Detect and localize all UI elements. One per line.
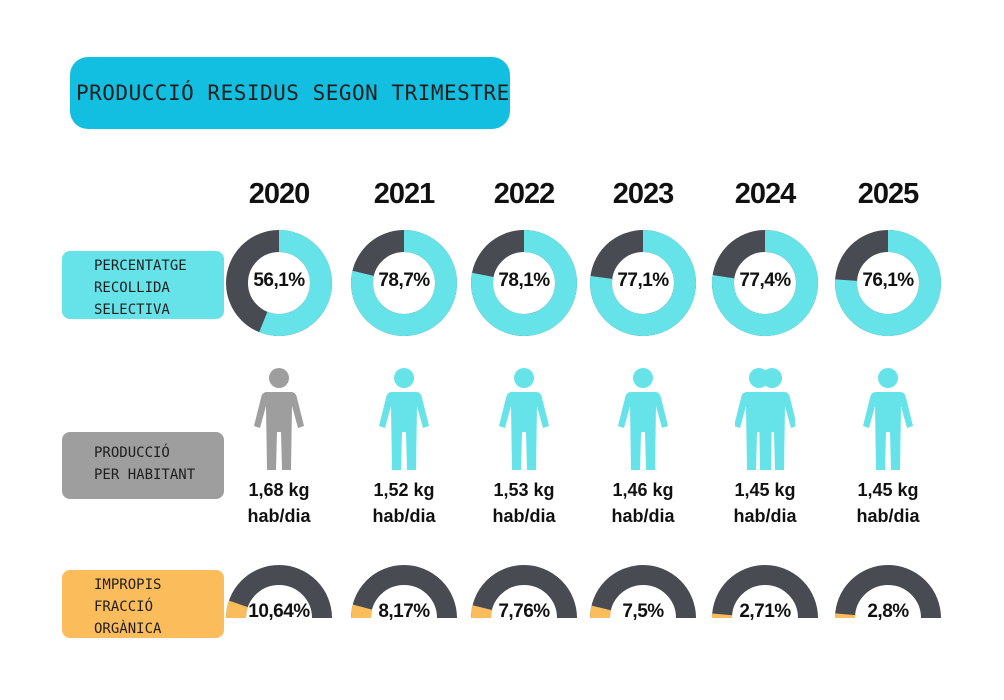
person-icon <box>379 368 429 470</box>
gauge-impropis-segment <box>226 600 248 619</box>
label-recollida-selectiva: PERCENTATGE RECOLLIDA SELECTIVA <box>62 251 224 319</box>
gauge-impropis-segment <box>471 605 493 619</box>
recollida-value-label: 76,1% <box>862 270 914 291</box>
produccio-value-label: 1,52 kg hab/dia <box>344 477 464 529</box>
recollida-value-label: 77,4% <box>739 270 791 291</box>
title-banner: PRODUCCIÓ RESIDUS SEGON TRIMESTRE <box>70 57 510 129</box>
gauge-impropis-segment <box>351 604 373 619</box>
produccio-kg: 1,46 kg <box>612 480 674 500</box>
recollida-value-label: 56,1% <box>253 270 305 291</box>
impropis-value-label: 7,5% <box>622 601 664 622</box>
recollida-value-label: 77,1% <box>617 270 669 291</box>
produccio-unit: hab/dia <box>247 506 311 526</box>
year-column-2020: 2020 56,1% 1,68 kg hab/dia 10,64% <box>219 0 339 700</box>
year-label: 2025 <box>857 178 920 210</box>
produccio-value-label: 1,53 kg hab/dia <box>464 477 584 529</box>
recollida-donut <box>226 230 332 336</box>
impropis-gauge <box>590 565 696 619</box>
donut-selective-segment <box>712 230 818 336</box>
produccio-unit: hab/dia <box>856 506 920 526</box>
recollida-donut <box>835 230 941 336</box>
year-label: 2022 <box>493 178 556 210</box>
donut-selective-segment <box>471 230 577 336</box>
donut-selective-segment <box>259 230 332 336</box>
impropis-value-label: 2,8% <box>867 601 909 622</box>
person-icon <box>863 368 913 470</box>
recollida-donut <box>351 230 457 336</box>
produccio-value-label: 1,45 kg hab/dia <box>705 477 825 529</box>
impropis-value-label: 8,17% <box>378 601 430 622</box>
impropis-gauge <box>712 565 818 619</box>
impropis-value-label: 2,71% <box>739 601 791 622</box>
gauge-track <box>226 565 332 619</box>
produccio-unit: hab/dia <box>492 506 556 526</box>
recollida-donut <box>471 230 577 336</box>
gauge-track <box>712 565 818 619</box>
gauge-impropis-segment <box>590 605 611 619</box>
donut-selective-segment <box>351 230 457 336</box>
label-produccio-habitant: PRODUCCIÓ PER HABITANT <box>62 432 224 499</box>
produccio-value-label: 1,46 kg hab/dia <box>583 477 703 529</box>
produccio-unit: hab/dia <box>733 506 797 526</box>
recollida-value-label: 78,1% <box>498 270 550 291</box>
year-column-2023: 2023 77,1% 1,46 kg hab/dia 7,5% <box>583 0 703 700</box>
person-icon <box>735 368 795 470</box>
person-icon <box>254 368 304 470</box>
produccio-value-label: 1,68 kg hab/dia <box>219 477 339 529</box>
gauge-track <box>590 565 696 619</box>
person-icon <box>618 368 668 470</box>
impropis-value-label: 10,64% <box>248 601 310 622</box>
impropis-gauge <box>226 565 332 619</box>
produccio-kg: 1,53 kg <box>493 480 555 500</box>
impropis-gauge <box>351 565 457 619</box>
produccio-kg: 1,45 kg <box>857 480 919 500</box>
donut-selective-segment <box>835 230 941 336</box>
recollida-donut <box>590 230 696 336</box>
recollida-value-label: 78,7% <box>378 270 430 291</box>
gauge-track <box>471 565 577 619</box>
gauge-track <box>835 565 941 619</box>
year-label: 2020 <box>248 178 311 210</box>
produccio-kg: 1,68 kg <box>248 480 310 500</box>
donut-selective-segment <box>590 230 696 336</box>
produccio-unit: hab/dia <box>372 506 436 526</box>
gauge-track <box>351 565 457 619</box>
year-column-2025: 2025 76,1% 1,45 kg hab/dia 2,8% <box>828 0 948 700</box>
impropis-gauge <box>835 565 941 619</box>
year-label: 2024 <box>734 178 797 210</box>
year-label: 2023 <box>612 178 675 210</box>
impropis-gauge <box>471 565 577 619</box>
impropis-value-label: 7,76% <box>498 601 550 622</box>
person-icon <box>499 368 549 470</box>
year-column-2022: 2022 78,1% 1,53 kg hab/dia 7,76% <box>464 0 584 700</box>
year-column-2021: 2021 78,7% 1,52 kg hab/dia 8,17% <box>344 0 464 700</box>
label-impropis-organica: IMPROPIS FRACCIÓ ORGÀNICA <box>62 570 224 638</box>
produccio-unit: hab/dia <box>611 506 675 526</box>
year-label: 2021 <box>373 178 436 210</box>
produccio-value-label: 1,45 kg hab/dia <box>828 477 948 529</box>
recollida-donut <box>712 230 818 336</box>
produccio-kg: 1,52 kg <box>373 480 435 500</box>
year-column-2024: 2024 77,4% 1,45 kg hab/dia 2,71% <box>705 0 825 700</box>
page-title: PRODUCCIÓ RESIDUS SEGON TRIMESTRE <box>76 81 510 105</box>
produccio-kg: 1,45 kg <box>734 480 796 500</box>
